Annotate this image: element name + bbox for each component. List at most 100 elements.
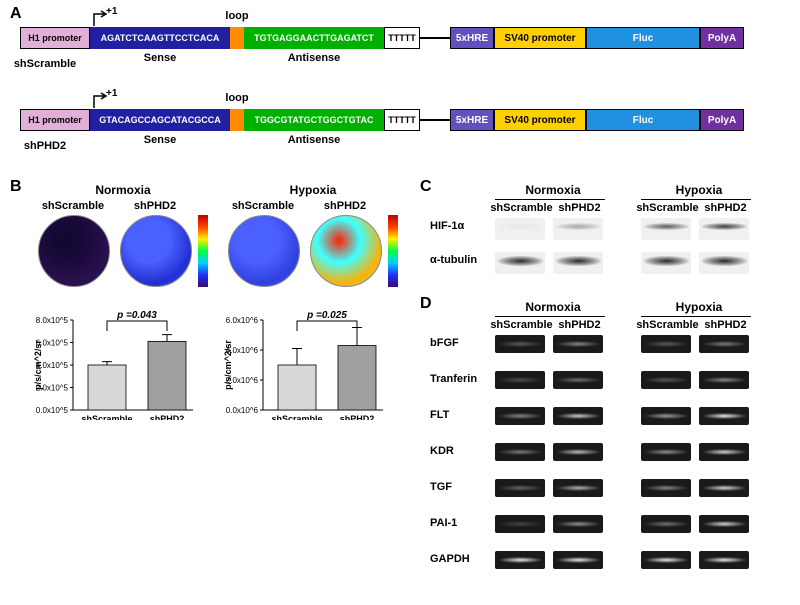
sample-header: shPHD2 — [305, 200, 385, 212]
panel-b-label: B — [10, 178, 22, 196]
bioluminescence-dish — [38, 215, 110, 287]
construct-segment: PolyA — [700, 109, 744, 131]
gel-lane — [495, 335, 545, 353]
panel-d-label: D — [420, 295, 432, 313]
gel-lane — [495, 443, 545, 461]
svg-text:p/s/cm^2/sr: p/s/cm^2/sr — [223, 340, 233, 390]
tss-arrow: +1 — [92, 92, 112, 110]
gel-row-label: FLT — [430, 409, 490, 421]
gel-lane — [699, 479, 749, 497]
svg-text:shScramble: shScramble — [271, 414, 322, 420]
blot-row-label: HIF-1α — [430, 220, 490, 232]
gel-lane — [641, 515, 691, 533]
sample-header: shPHD2 — [548, 202, 611, 214]
segment-toplabel: loop — [215, 92, 259, 104]
bar-chart: 0.0x10^62.0x10^64.0x10^66.0x10^6p/s/cm^2… — [223, 300, 388, 420]
sample-header: shPHD2 — [694, 202, 757, 214]
gel-lane — [641, 551, 691, 569]
construct-name: shPHD2 — [5, 140, 85, 152]
construct-segment: 5xHRE — [450, 27, 494, 49]
western-lane — [699, 252, 749, 274]
condition-header: Normoxia — [500, 300, 606, 314]
gel-lane — [641, 335, 691, 353]
western-lane — [641, 218, 691, 240]
gel-lane — [641, 443, 691, 461]
gel-lane — [495, 479, 545, 497]
western-lane — [553, 218, 603, 240]
construct-segment: AGATCTCAAGTTCCTCACA — [90, 27, 230, 49]
gel-lane — [699, 335, 749, 353]
svg-text:0.0x10^5: 0.0x10^5 — [36, 406, 69, 415]
gel-lane — [553, 443, 603, 461]
condition-header: Hypoxia — [253, 183, 373, 197]
gel-lane — [699, 443, 749, 461]
construct-segment — [230, 109, 244, 131]
gel-lane — [495, 515, 545, 533]
bioluminescence-dish — [120, 215, 192, 287]
gel-lane — [641, 479, 691, 497]
gel-lane — [641, 371, 691, 389]
gel-row-label: TGF — [430, 481, 490, 493]
panel-c-label: C — [420, 178, 432, 196]
sample-header: shScramble — [636, 319, 699, 331]
construct-name: shScramble — [5, 58, 85, 70]
svg-text:shPHD2: shPHD2 — [340, 414, 375, 420]
construct-segment: 5xHRE — [450, 109, 494, 131]
construct-segment: H1 promoter — [20, 27, 90, 49]
segment-sublabel: Antisense — [244, 52, 384, 64]
condition-header: Hypoxia — [646, 183, 752, 197]
western-lane — [495, 252, 545, 274]
western-lane — [641, 252, 691, 274]
sample-header: shScramble — [490, 202, 553, 214]
construct-segment: TTTTT — [384, 109, 420, 131]
sample-header: shPHD2 — [694, 319, 757, 331]
gel-lane — [495, 407, 545, 425]
svg-text:p/s/cm^2/sr: p/s/cm^2/sr — [33, 340, 43, 390]
colorbar — [388, 215, 398, 287]
sample-header: shPHD2 — [115, 200, 195, 212]
svg-text:6.0x10^6: 6.0x10^6 — [226, 316, 259, 325]
gel-lane — [699, 371, 749, 389]
bioluminescence-dish — [310, 215, 382, 287]
construct-segment: PolyA — [700, 27, 744, 49]
gel-lane — [699, 551, 749, 569]
gel-row-label: Tranferin — [430, 373, 490, 385]
svg-text:0.0x10^6: 0.0x10^6 — [226, 406, 259, 415]
gel-lane — [553, 371, 603, 389]
tss-arrow: +1 — [92, 10, 112, 28]
colorbar — [198, 215, 208, 287]
western-lane — [553, 252, 603, 274]
construct-segment: Fluc — [586, 109, 700, 131]
segment-sublabel: Sense — [90, 134, 230, 146]
gel-row-label: PAI-1 — [430, 517, 490, 529]
segment-sublabel: Antisense — [244, 134, 384, 146]
svg-text:shScramble: shScramble — [81, 414, 132, 420]
gel-lane — [553, 407, 603, 425]
construct-segment — [230, 27, 244, 49]
sample-header: shScramble — [490, 319, 553, 331]
gel-row-label: bFGF — [430, 337, 490, 349]
sample-header: shScramble — [33, 200, 113, 212]
condition-header: Normoxia — [500, 183, 606, 197]
gel-lane — [495, 371, 545, 389]
construct-segment: SV40 promoter — [494, 109, 586, 131]
segment-toplabel: loop — [215, 10, 259, 22]
construct-segment: SV40 promoter — [494, 27, 586, 49]
construct-segment: TGTGAGGAACTTGAGATCT — [244, 27, 384, 49]
gel-row-label: KDR — [430, 445, 490, 457]
sample-header: shScramble — [223, 200, 303, 212]
gel-lane — [553, 551, 603, 569]
condition-header: Hypoxia — [646, 300, 752, 314]
construct-segment: Fluc — [586, 27, 700, 49]
svg-text:p =0.025: p =0.025 — [306, 310, 347, 321]
construct-segment: H1 promoter — [20, 109, 90, 131]
gel-row-label: GAPDH — [430, 553, 490, 565]
gel-lane — [699, 407, 749, 425]
bar-chart: 0.0x10^52.0x10^54.0x10^56.0x10^58.0x10^5… — [33, 300, 198, 420]
blot-row-label: α-tubulin — [430, 254, 490, 266]
western-lane — [699, 218, 749, 240]
gel-lane — [699, 515, 749, 533]
gel-lane — [553, 479, 603, 497]
svg-text:8.0x10^5: 8.0x10^5 — [36, 316, 69, 325]
bioluminescence-dish — [228, 215, 300, 287]
